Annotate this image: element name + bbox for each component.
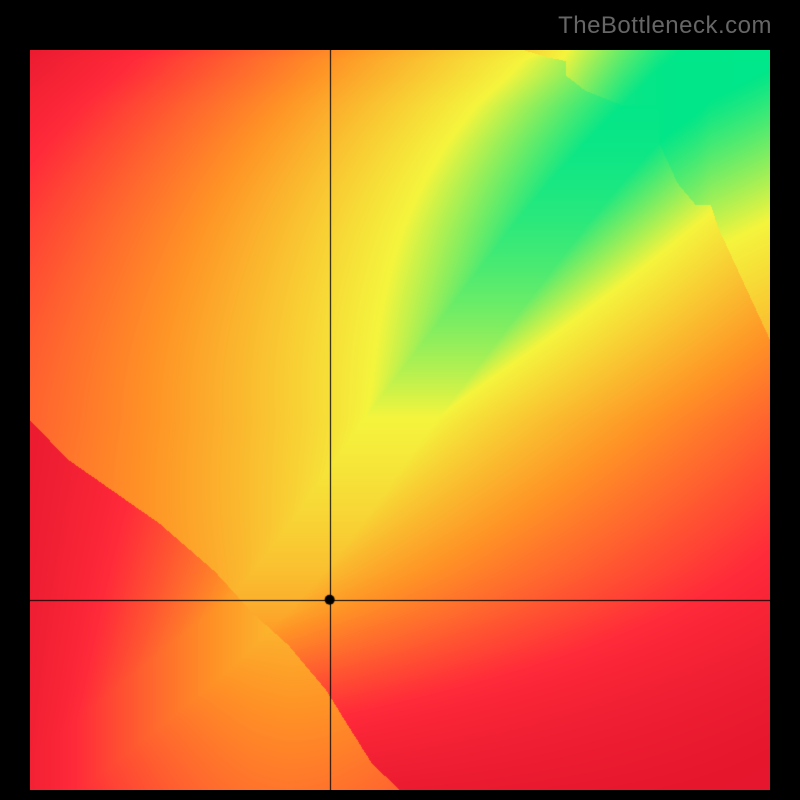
page-root: TheBottleneck.com (0, 0, 800, 800)
bottleneck-heatmap (30, 50, 770, 790)
watermark-text: TheBottleneck.com (558, 12, 772, 40)
